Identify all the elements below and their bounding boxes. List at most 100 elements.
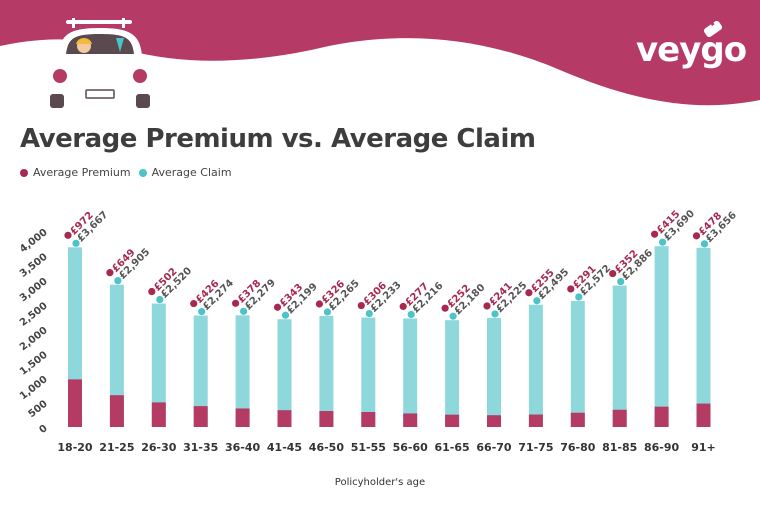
point-claim (72, 239, 80, 247)
point-claim (114, 277, 122, 285)
x-tick-label: 41-45 (267, 441, 302, 454)
x-tick-label: 18-20 (57, 441, 93, 454)
bar-claim (570, 300, 585, 427)
x-tick-label: 81-85 (602, 441, 637, 454)
bar-claim (696, 247, 711, 427)
x-tick-label: 56-60 (393, 441, 429, 454)
car-illustration (46, 18, 154, 108)
legend-item-claim: Average Claim (138, 166, 232, 179)
key-icon (703, 20, 723, 38)
point-claim (617, 277, 625, 286)
bar-claim (151, 303, 166, 427)
bar-claim (235, 315, 250, 427)
bar-chart: 05001,0001,5002,0002,5003,0003,5004,000 … (18, 208, 739, 454)
bar-premium (109, 395, 124, 427)
bar-premium (403, 413, 418, 427)
point-claim (700, 240, 709, 248)
x-tick-label: 66-70 (476, 441, 512, 454)
point-premium (441, 304, 449, 312)
y-tick-label: 500 (26, 399, 49, 421)
legend-swatch-premium (20, 168, 28, 177)
bar-premium (654, 406, 669, 427)
y-tick-label: 4,000 (18, 227, 50, 255)
bar-premium (235, 408, 250, 427)
bar-claim (277, 319, 292, 427)
legend-label-claim: Average Claim (151, 166, 232, 179)
x-tick-label: 91+ (691, 441, 716, 454)
point-premium (651, 230, 659, 238)
bar-premium (487, 415, 501, 427)
bar-premium (68, 379, 82, 427)
x-tick-label: 61-65 (435, 441, 470, 454)
point-premium (315, 300, 323, 308)
point-premium (525, 289, 533, 297)
point-premium (64, 231, 72, 239)
bar-claim (361, 317, 376, 427)
legend-swatch-claim (138, 168, 147, 177)
x-axis-label: Policyholder's age (334, 477, 426, 488)
bar-premium (570, 412, 585, 427)
point-claim (575, 293, 583, 301)
y-tick-label: 2,500 (18, 301, 50, 329)
point-claim (240, 307, 248, 315)
bar-premium (361, 412, 376, 427)
point-premium (399, 302, 407, 311)
bar-premium (319, 411, 334, 427)
point-claim (491, 310, 499, 318)
point-claim (281, 311, 290, 319)
bar-claim (319, 316, 334, 427)
point-claim (659, 238, 667, 246)
bar-premium (445, 414, 460, 427)
legend-label-premium: Average Premium (33, 166, 131, 179)
bar-claim (654, 246, 669, 427)
point-claim (533, 297, 541, 305)
y-tick-label: 2,000 (18, 325, 50, 353)
point-claim (156, 295, 164, 304)
point-claim (449, 312, 457, 320)
x-tick-label: 86-90 (644, 441, 680, 454)
bar-claim (193, 315, 208, 427)
point-claim (198, 307, 206, 316)
point-premium (106, 269, 114, 277)
x-tick-label: 26-30 (141, 441, 177, 454)
x-tick-label: 36-40 (225, 441, 261, 454)
x-tick-label: 21-25 (99, 441, 134, 454)
banner-wave (0, 0, 760, 106)
veygo-logo: veygo (636, 30, 747, 70)
point-premium (232, 299, 240, 307)
legend-item-premium: Average Premium (20, 166, 131, 179)
x-tick-label: 31-35 (183, 441, 218, 454)
bar-premium (277, 410, 292, 427)
bar-premium (696, 403, 711, 427)
x-tick-label: 46-50 (309, 441, 345, 454)
point-premium (567, 285, 575, 293)
point-premium (190, 299, 198, 308)
bar-premium (528, 414, 543, 427)
y-tick-label: 3,000 (18, 276, 50, 304)
x-tick-label: 51-55 (351, 441, 386, 454)
y-tick-label: 3,500 (18, 252, 50, 280)
bar-claim (612, 285, 627, 427)
chart-title: Average Premium vs. Average Claim (20, 124, 536, 154)
x-tick-label: 71-75 (518, 441, 553, 454)
bar-claim (528, 304, 543, 427)
x-axis: 18-20 21-25 26-30 31-35 36-40 41-45 46-50 51-55… (57, 441, 715, 454)
point-premium (148, 287, 156, 296)
bar-claim (487, 317, 501, 427)
bar-premium (151, 402, 166, 427)
bar-claim (403, 318, 418, 427)
point-claim (365, 309, 373, 318)
point-claim (407, 310, 415, 319)
point-premium (357, 301, 365, 310)
y-tick-label: 1,000 (18, 374, 50, 402)
bar-premium (612, 409, 627, 427)
header-banner (0, 0, 760, 106)
bar-claim (445, 320, 460, 427)
point-premium (609, 269, 617, 278)
bars: £972£3,667£649£2,905 £502£2,520 £426£2,274… (64, 208, 739, 427)
bar-premium (193, 406, 208, 427)
point-claim (323, 308, 331, 316)
point-premium (483, 302, 491, 310)
y-tick-label: 0 (37, 423, 49, 436)
